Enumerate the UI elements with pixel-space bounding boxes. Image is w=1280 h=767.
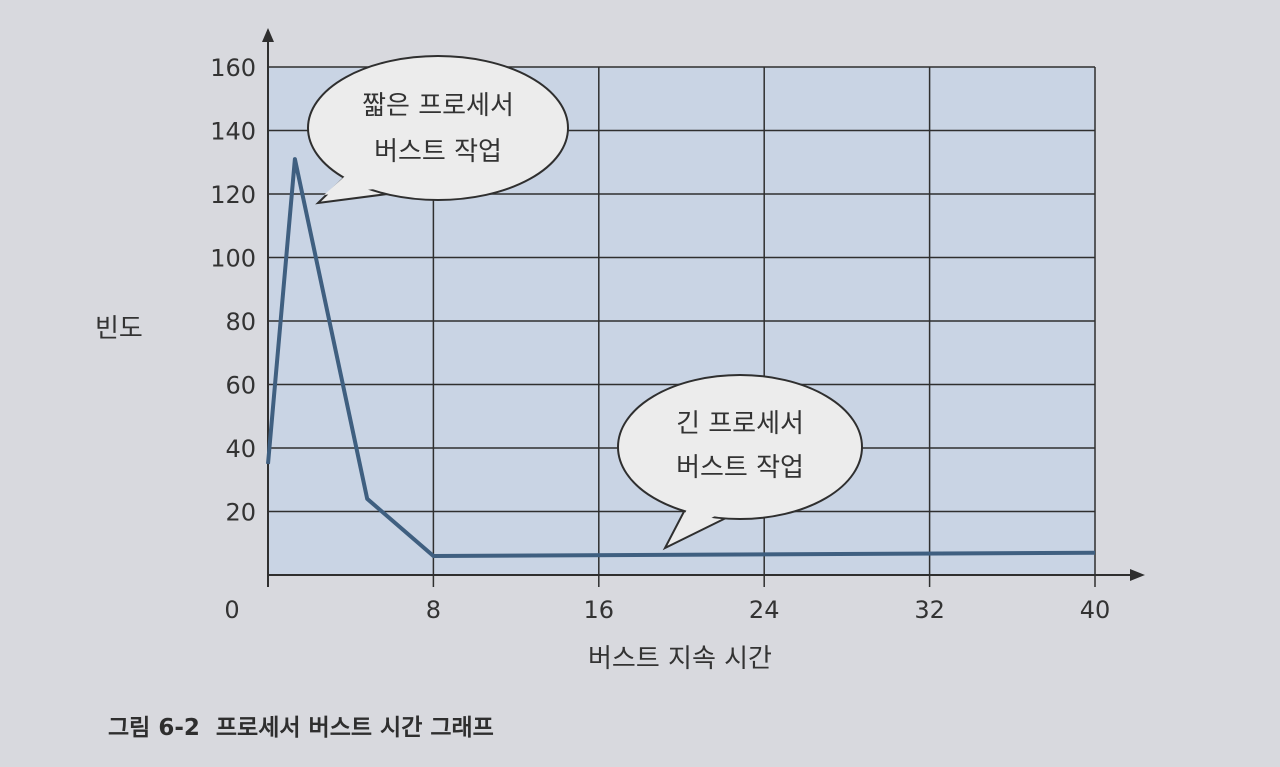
x-tick-label-8: 8 — [426, 596, 441, 624]
annotation-text-1-0: 긴 프로세서 — [676, 409, 804, 439]
annotation-ellipse-1 — [618, 375, 862, 519]
figure-caption: 그림 6-2 프로세서 버스트 시간 그래프 — [108, 715, 494, 741]
y-tick-label-20: 20 — [225, 499, 256, 527]
y-tick-label-60: 60 — [225, 372, 256, 400]
annotation-text-1-1: 버스트 작업 — [676, 453, 804, 483]
annotation-text-0-0: 짧은 프로세서 — [362, 91, 514, 121]
y-tick-label-160: 160 — [210, 54, 256, 82]
x-tick-label-24: 24 — [749, 596, 780, 624]
x-tick-label-40: 40 — [1080, 596, 1111, 624]
y-tick-label-80: 80 — [225, 308, 256, 336]
annotation-text-0-1: 버스트 작업 — [374, 137, 502, 167]
y-axis-label: 빈도 — [95, 314, 143, 344]
x-axis-arrow — [1130, 569, 1145, 581]
y-axis-arrow — [262, 28, 274, 42]
x-axis-label: 버스트 지속 시간 — [588, 644, 772, 674]
y-tick-label-40: 40 — [225, 435, 256, 463]
y-tick-label-100: 100 — [210, 245, 256, 273]
x-tick-label-32: 32 — [914, 596, 945, 624]
y-tick-label-120: 120 — [210, 181, 256, 209]
x-tick-label-16: 16 — [584, 596, 615, 624]
x-tick-label-0: 0 — [224, 596, 239, 624]
y-tick-label-140: 140 — [210, 118, 256, 146]
